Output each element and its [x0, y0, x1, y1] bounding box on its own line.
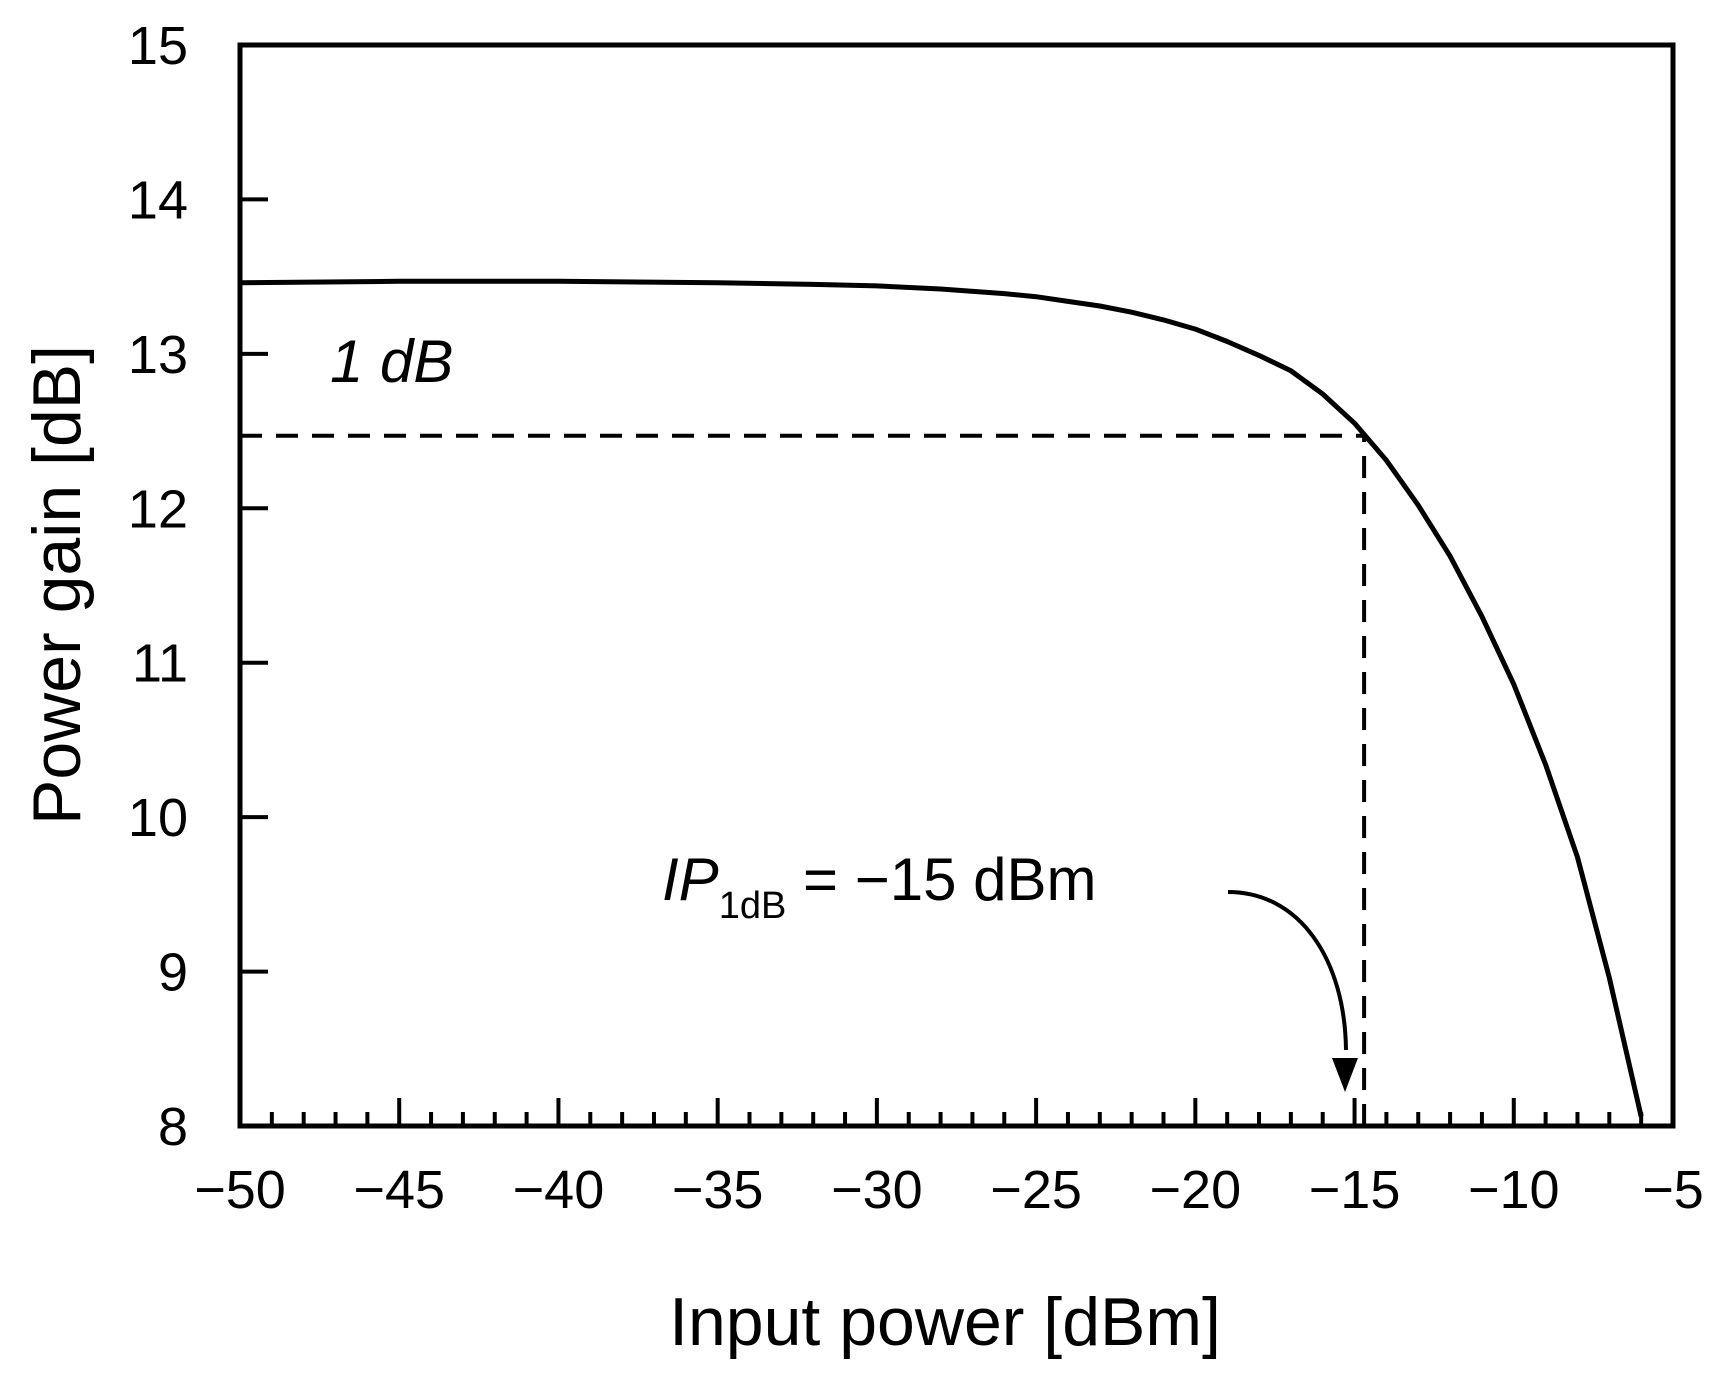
y-tick-labels: 8 9 10 11 12 13 14 15: [128, 16, 188, 1157]
x-tick-label: −35: [672, 1160, 764, 1220]
axis-major-ticks: [240, 197, 1516, 1126]
y-tick-label: 15: [128, 16, 188, 76]
one-db-annotation: 1 dB: [330, 328, 453, 395]
series-layer: [239, 278, 1644, 1118]
reference-lines: [240, 433, 1367, 1126]
x-tick-label: −25: [990, 1160, 1082, 1220]
ip1db-arrowhead: [1332, 1058, 1358, 1092]
y-tick-label: 12: [128, 479, 188, 539]
x-tick-label: −10: [1468, 1160, 1560, 1220]
y-tick-label: 14: [128, 170, 188, 230]
x-tick-label: −40: [513, 1160, 605, 1220]
y-tick-label: 11: [132, 634, 188, 694]
y-tick-label: 10: [128, 788, 188, 848]
y-axis-title: Power gain [dB]: [19, 345, 95, 825]
y-tick-label: 13: [128, 325, 188, 385]
y-tick-label: 8: [158, 1097, 188, 1157]
x-tick-label: −5: [1642, 1160, 1704, 1220]
ip1db-annotation: IP1dB = −15 dBm: [662, 846, 1097, 927]
x-axis-title: Input power [dBm]: [669, 1284, 1221, 1360]
ip1db-value: = −15 dBm: [786, 846, 1096, 913]
ip1db-arrow: [1227, 890, 1358, 1092]
x-tick-label: −50: [194, 1160, 286, 1220]
x-tick-label: −20: [1150, 1160, 1242, 1220]
ip1db-arrow-curve: [1227, 890, 1348, 1051]
x-tick-label: −30: [831, 1160, 923, 1220]
plot-frame: [237, 42, 1676, 1129]
x-tick-label: −45: [353, 1160, 445, 1220]
x-tick-label: −15: [1309, 1160, 1401, 1220]
ip1db-symbol: IP: [662, 846, 719, 913]
ip1db-subscript: 1dB: [719, 885, 787, 927]
x-tick-labels: −50 −45 −40 −35 −30 −25 −20 −15 −10 −5: [194, 1160, 1704, 1220]
y-tick-label: 9: [158, 943, 188, 1003]
gain-curve: [239, 278, 1644, 1118]
